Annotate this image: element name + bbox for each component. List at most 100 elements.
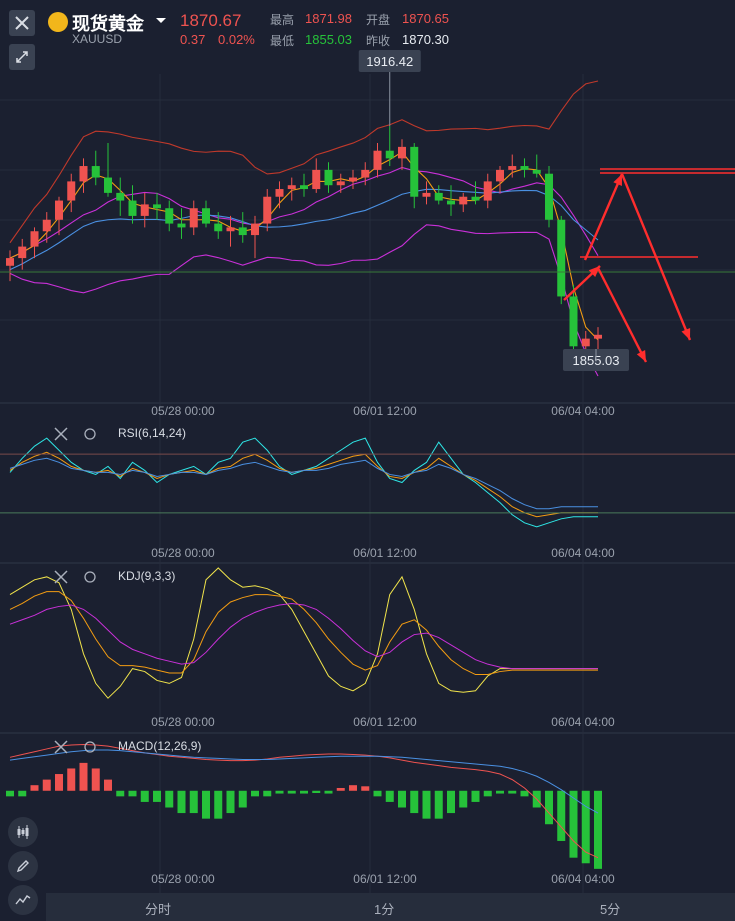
- macd-bar: [496, 790, 504, 794]
- last-price: 1870.67: [180, 11, 242, 30]
- prev-close-value: 1870.30: [402, 32, 449, 47]
- indicator-line: [9, 457, 598, 510]
- macd-bar: [251, 790, 259, 797]
- macd-bar: [349, 785, 357, 791]
- draw-tool-button[interactable]: [8, 851, 38, 881]
- candle-body: [153, 204, 161, 209]
- x-tick-label: 05/28 00:00: [151, 872, 215, 886]
- candle-body: [116, 192, 125, 201]
- candle-body: [324, 169, 333, 186]
- chevron-down-icon[interactable]: [156, 18, 166, 23]
- candle-body: [55, 200, 63, 220]
- instrument-name[interactable]: 现货黄金: [72, 14, 144, 34]
- macd-dif-line: [9, 743, 599, 859]
- bollinger-lower-line: [9, 224, 599, 377]
- x-tick-label: 06/04 04:00: [551, 715, 615, 729]
- macd-bar: [104, 779, 112, 791]
- timeframe-1min[interactable]: 1分: [374, 902, 395, 917]
- macd-bar: [336, 787, 345, 791]
- candle-body: [6, 258, 14, 266]
- max-callout-label: 1916.42: [366, 54, 413, 69]
- indicator-line: [9, 451, 598, 518]
- macd-bar: [6, 790, 14, 797]
- chart-canvas[interactable]: 1916.42 1855.03 05/28 00:00 06/01 12:00 06/0…: [0, 0, 735, 893]
- collapse-button[interactable]: [9, 44, 35, 70]
- shrink-icon: [16, 51, 28, 63]
- candle-body: [471, 196, 480, 201]
- indicator-button[interactable]: [8, 885, 38, 915]
- x-tick-label: 06/01 12:00: [353, 872, 417, 886]
- x-tick-label: 06/04 04:00: [551, 404, 615, 418]
- macd-bar: [471, 790, 480, 802]
- candle-body: [128, 200, 137, 216]
- candle-body: [287, 185, 296, 190]
- macd-bar: [434, 790, 443, 819]
- candle-body: [42, 219, 51, 232]
- candle-body: [67, 181, 76, 201]
- macd-bar: [300, 790, 308, 794]
- macd-bar: [287, 790, 296, 794]
- open-label: 开盘: [366, 13, 391, 27]
- macd-bar: [385, 790, 394, 802]
- drawn-arrow-head: [613, 174, 622, 186]
- candle-body: [177, 223, 186, 228]
- macd-bar: [447, 790, 455, 814]
- instrument-symbol: XAUUSD: [72, 32, 123, 46]
- indicator-line: [9, 591, 598, 676]
- drawn-arrow: [620, 173, 692, 341]
- macd-bar: [153, 790, 161, 802]
- bollinger-upper-line: [9, 80, 599, 244]
- candle-body: [312, 169, 321, 190]
- macd-bar: [569, 790, 578, 858]
- close-icon: [54, 427, 68, 441]
- candle-body: [422, 192, 431, 197]
- candle-body: [532, 169, 541, 174]
- price-change: 0.37: [180, 32, 206, 47]
- timeframe-tick[interactable]: 分时: [145, 902, 172, 917]
- x-tick-label: 05/28 00:00: [151, 715, 215, 729]
- macd-bar: [128, 790, 137, 797]
- macd-bar: [91, 768, 100, 791]
- high-label: 最高: [270, 13, 295, 27]
- macd-bar: [398, 790, 406, 808]
- candle-body: [581, 338, 590, 347]
- candle-body: [189, 208, 198, 228]
- ma-slow-line: [9, 188, 599, 271]
- candle-body: [165, 208, 174, 224]
- macd-bar: [508, 790, 517, 794]
- macd-bar: [79, 762, 88, 791]
- gear-icon: [84, 741, 96, 753]
- high-value: 1871.98: [305, 11, 352, 26]
- candle-body: [410, 146, 419, 197]
- candle-body: [226, 227, 235, 232]
- macd-bar: [410, 790, 419, 814]
- drawn-arrow-head: [681, 328, 691, 340]
- drawn-arrow-head: [636, 350, 646, 362]
- macd-dea-line: [9, 749, 599, 814]
- x-tick-label: 06/01 12:00: [353, 715, 417, 729]
- macd-bar: [214, 790, 223, 819]
- close-button[interactable]: [9, 10, 35, 36]
- candle-body: [79, 166, 88, 182]
- macd-bar: [581, 790, 590, 864]
- macd-bar: [422, 790, 431, 819]
- candle-body: [434, 192, 443, 201]
- candle-body: [336, 181, 345, 186]
- drawn-arrow: [596, 267, 648, 363]
- candle-style-button[interactable]: [8, 817, 38, 847]
- pencil-icon: [16, 860, 29, 873]
- macd-bar: [545, 790, 553, 825]
- drawn-arrow: [583, 173, 624, 261]
- macd-bar: [238, 790, 247, 808]
- candle-body: [18, 246, 27, 259]
- timeframe-5min[interactable]: 5分: [600, 902, 621, 917]
- close-icon: [15, 16, 29, 30]
- macd-bar: [312, 790, 321, 793]
- close-icon: [54, 570, 68, 584]
- macd-bar: [594, 790, 602, 869]
- gear-icon: [84, 571, 96, 583]
- candle-body: [508, 166, 517, 170]
- candle-body: [545, 173, 553, 220]
- x-tick-label: 06/04 04:00: [551, 872, 615, 886]
- candle-body: [483, 181, 492, 201]
